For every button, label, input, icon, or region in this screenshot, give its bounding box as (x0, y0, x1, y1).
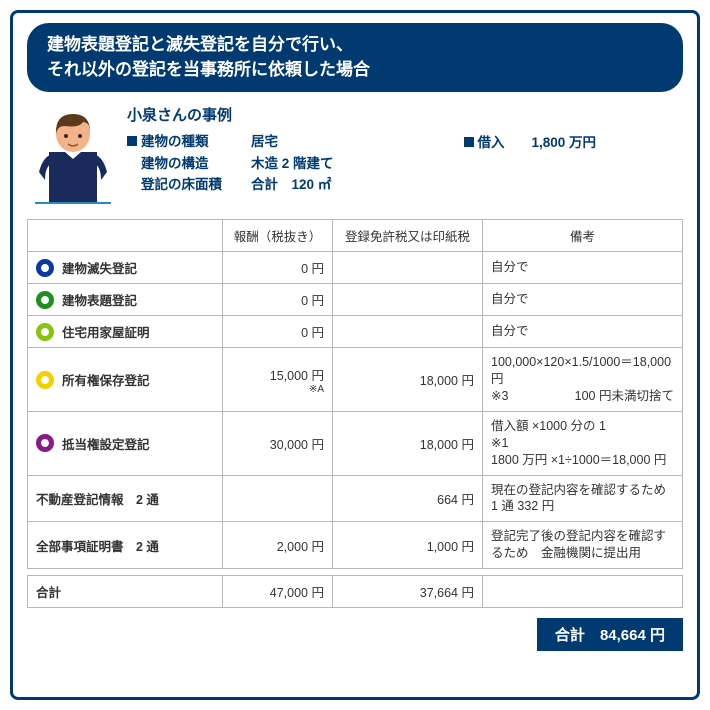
subtotal-fee: 47,000 円 (223, 576, 333, 608)
row-label: 住宅用家屋証明 (62, 322, 150, 341)
profile-name: 小泉さんの事例 (127, 104, 675, 125)
loan-block: 借入 1,800 万円 (464, 131, 597, 196)
header-line2: それ以外の登記を当事務所に依頼した場合 (47, 58, 663, 83)
marker-icon (36, 371, 54, 389)
case-header: 建物表題登記と滅失登記を自分で行い、 それ以外の登記を当事務所に依頼した場合 (27, 23, 683, 92)
row-label: 建物滅失登記 (62, 258, 137, 277)
table-row: 建物滅失登記0 円自分で (28, 252, 683, 284)
profile-info: 小泉さんの事例 建物の種類居宅 建物の構造木造 2 階建て 登記の床面積合計 1… (127, 104, 675, 196)
loan-value: 1,800 万円 (532, 135, 597, 150)
p-label-1: 建物の構造 (141, 153, 251, 175)
p-label-2: 登記の床面積 (141, 174, 251, 196)
table-header-row: 報酬（税抜き） 登録免許税又は印紙税 備考 (28, 220, 683, 252)
subtotal-tax: 37,664 円 (333, 576, 483, 608)
subtotal-row: 合計 47,000 円 37,664 円 (28, 576, 683, 608)
col-note: 備考 (483, 220, 683, 252)
col-fee: 報酬（税抜き） (223, 220, 333, 252)
marker-icon (36, 323, 54, 341)
marker-icon (36, 434, 54, 452)
avatar-icon (35, 104, 111, 209)
case-frame: 建物表題登記と滅失登記を自分で行い、 それ以外の登記を当事務所に依頼した場合 小… (10, 10, 700, 700)
fee-table: 報酬（税抜き） 登録免許税又は印紙税 備考 建物滅失登記0 円自分で建物表題登記… (27, 219, 683, 569)
p-label-0: 建物の種類 (141, 131, 251, 153)
table-row: 所有権保存登記15,000 円※A18,000 円100,000×120×1.5… (28, 348, 683, 412)
total-box: 合計 84,664 円 (537, 618, 683, 651)
row-label: 建物表題登記 (62, 290, 137, 309)
p-val-2: 合計 120 ㎡ (251, 174, 331, 196)
table-row: 住宅用家屋証明0 円自分で (28, 316, 683, 348)
p-val-1: 木造 2 階建て (251, 153, 334, 175)
row-label: 抵当権設定登記 (62, 434, 150, 453)
subtotal-label: 合計 (28, 576, 223, 608)
total-value: 84,664 円 (600, 627, 665, 644)
total-label: 合計 (555, 627, 585, 644)
row-label: 所有権保存登記 (62, 370, 150, 389)
col-tax: 登録免許税又は印紙税 (333, 220, 483, 252)
profile-section: 小泉さんの事例 建物の種類居宅 建物の構造木造 2 階建て 登記の床面積合計 1… (27, 92, 683, 219)
header-line1: 建物表題登記と滅失登記を自分で行い、 (47, 33, 663, 58)
table-row: 抵当権設定登記30,000 円18,000 円借入額 ×1000 分の 1※11… (28, 411, 683, 475)
marker-icon (36, 291, 54, 309)
table-row: 不動産登記情報 2 通664 円現在の登記内容を確認するため1 通 332 円 (28, 475, 683, 522)
p-val-0: 居宅 (251, 131, 278, 153)
loan-label: 借入 (478, 135, 505, 150)
subtotal-table: 合計 47,000 円 37,664 円 (27, 575, 683, 608)
table-row: 全部事項証明書 2 通2,000 円1,000 円登記完了後の登記内容を確認する… (28, 522, 683, 569)
table-row: 建物表題登記0 円自分で (28, 284, 683, 316)
marker-icon (36, 259, 54, 277)
